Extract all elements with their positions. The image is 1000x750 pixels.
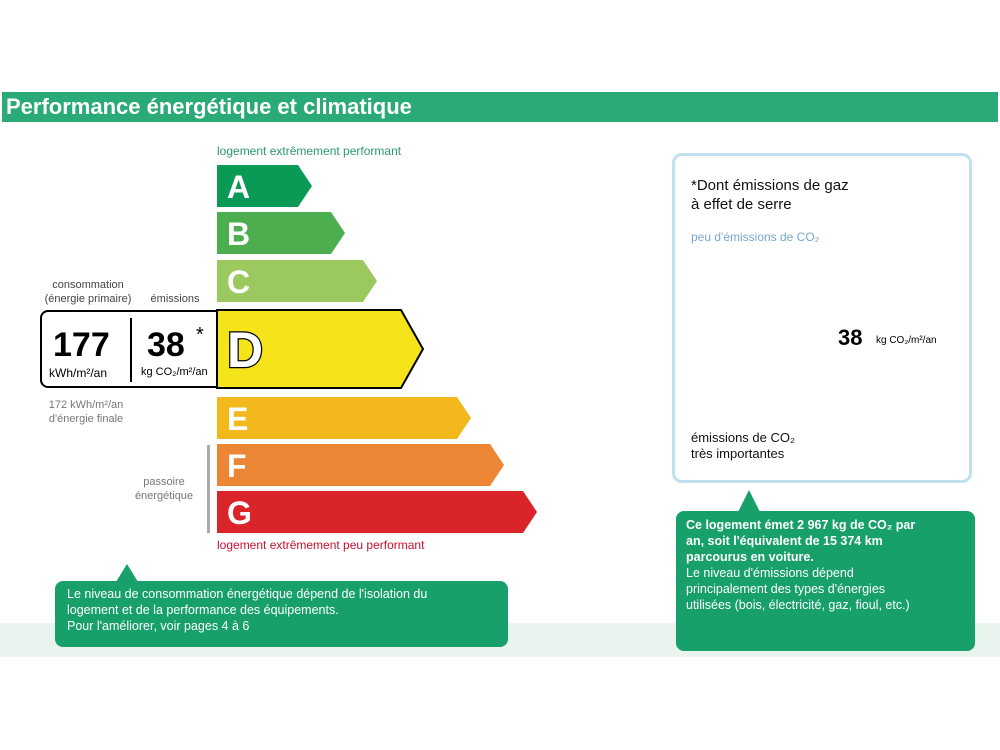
left-bubble-line2: logement et de la performance des équipe…: [67, 603, 339, 617]
passoire-bracket: [207, 445, 210, 533]
passoire-line2: énergétique: [134, 490, 194, 502]
energy-class-g-bar: [217, 491, 537, 533]
consumption-label-line2: (énergie primaire): [44, 293, 132, 305]
consumption-label-line1: consommation: [52, 279, 124, 291]
final-energy: 172 kWh/m²/an d'énergie finale: [36, 398, 136, 426]
emissions-unit: kg CO₂/m²/an: [141, 366, 208, 378]
ghg-panel: [672, 153, 972, 483]
energy-class-b-bar: [217, 212, 345, 254]
right-bubble-line5: principalement des types d'énergies: [686, 582, 886, 596]
energy-class-e-letter: E: [227, 401, 248, 437]
energy-class-g-letter: G: [227, 495, 252, 531]
energy-class-c-letter: C: [227, 264, 250, 300]
ghg-bottom-note-line2: très importantes: [691, 446, 785, 461]
right-bubble-line4: Le niveau d'émissions dépend: [686, 566, 854, 580]
final-energy-line2: d'énergie finale: [48, 413, 124, 425]
section-title: Performance énergétique et climatique: [2, 92, 998, 122]
consumption-value: 177: [53, 326, 110, 364]
emissions-info-bubble: Ce logement émet 2 967 kg de CO₂ par an,…: [676, 511, 975, 651]
ghg-value: 38: [838, 325, 863, 350]
consumption-divider: [130, 318, 132, 382]
energy-class-e-bar: [217, 397, 471, 439]
right-bubble-line6: utilisées (bois, électricité, gaz, fioul…: [686, 598, 910, 612]
energy-class-c-bar: [217, 260, 377, 302]
ghg-heading-line2: à effet de serre: [691, 196, 792, 213]
dpe-top-note: logement extrêmement performant: [217, 144, 402, 158]
consumption-info-bubble: Le niveau de consommation énergétique dé…: [55, 581, 508, 647]
energy-class-a-bar: [217, 165, 312, 207]
right-bubble-line1: Ce logement émet 2 967 kg de CO₂ par: [686, 518, 916, 532]
emissions-value: 38: [147, 326, 185, 364]
right-bubble-pointer: [738, 490, 760, 512]
emissions-asterisk: *: [196, 324, 204, 346]
left-bubble-line1: Le niveau de consommation énergétique dé…: [67, 587, 428, 601]
consumption-label: consommation (énergie primaire): [36, 278, 140, 306]
final-energy-line1: 172 kWh/m²/an: [48, 399, 124, 411]
energy-class-a-letter: A: [227, 169, 250, 205]
energy-class-f-letter: F: [227, 448, 247, 484]
emissions-label: émissions: [150, 293, 200, 305]
passoire-line1: passoire: [143, 476, 185, 488]
ghg-bottom-note-line1: émissions de CO₂: [691, 430, 796, 445]
ghg-heading-line1: *Dont émissions de gaz: [691, 177, 849, 194]
energy-class-b-letter: B: [227, 216, 250, 252]
energy-class-f-bar: [217, 444, 504, 486]
passoire-label: passoire énergétique: [126, 475, 202, 503]
right-bubble-line3: parcourus en voiture.: [686, 550, 814, 564]
consumption-unit: kWh/m²/an: [49, 366, 108, 380]
left-bubble-pointer: [116, 564, 138, 582]
ghg-top-note: peu d'émissions de CO₂: [691, 230, 820, 244]
dpe-bottom-note: logement extrêmement peu performant: [217, 538, 425, 552]
energy-class-d-letter: D: [227, 322, 263, 378]
ghg-unit: kg CO₂/m²/an: [876, 335, 937, 346]
consumption-box: [40, 310, 218, 388]
left-bubble-line3: Pour l'améliorer, voir pages 4 à 6: [67, 619, 250, 633]
right-bubble-line2: an, soit l'équivalent de 15 374 km: [686, 534, 883, 548]
